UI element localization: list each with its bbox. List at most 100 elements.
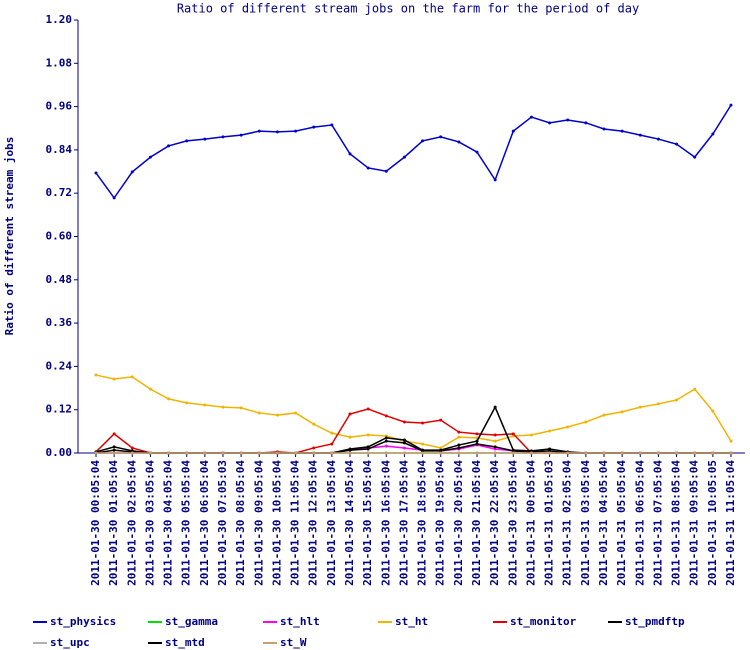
- y-tick-label: 0.96: [46, 100, 73, 113]
- data-point: [148, 387, 152, 391]
- data-point: [584, 420, 588, 424]
- data-point: [112, 377, 116, 381]
- data-point: [330, 123, 334, 127]
- data-point: [638, 133, 642, 137]
- data-point: [402, 420, 406, 424]
- x-tick-label: 2011-01-30 18:05:04: [416, 460, 429, 586]
- data-point: [275, 451, 279, 455]
- data-point: [620, 129, 624, 133]
- x-tick-label: 2011-01-30 01:05:04: [107, 460, 120, 586]
- y-tick-label: 0.12: [46, 403, 73, 416]
- data-point: [185, 139, 189, 143]
- data-point: [439, 446, 443, 450]
- x-tick-label: 2011-01-30 21:05:04: [470, 460, 483, 586]
- x-tick-label: 2011-01-30 06:05:04: [198, 460, 211, 586]
- data-point: [421, 449, 425, 453]
- data-point: [584, 451, 588, 455]
- data-point: [620, 451, 624, 455]
- data-point: [94, 373, 98, 377]
- x-tick-label: 2011-01-30 09:05:04: [252, 460, 265, 586]
- x-tick-label: 2011-01-30 17:05:04: [397, 460, 410, 586]
- x-tick-label: 2011-01-30 22:05:04: [488, 460, 501, 586]
- data-point: [312, 125, 316, 129]
- data-point: [493, 451, 497, 455]
- data-point: [148, 155, 152, 159]
- y-tick-label: 1.08: [46, 56, 73, 69]
- data-point: [493, 405, 497, 409]
- data-point: [439, 451, 443, 455]
- data-point: [511, 451, 515, 455]
- data-point: [348, 448, 352, 452]
- x-tick-label: 2011-01-31 10:05:05: [706, 460, 719, 586]
- data-point: [675, 398, 679, 402]
- data-point: [384, 444, 388, 448]
- data-point: [511, 449, 515, 453]
- x-tick-label: 2011-01-30 23:05:04: [506, 460, 519, 586]
- data-point: [185, 451, 189, 455]
- data-point: [457, 140, 461, 144]
- x-tick-label: 2011-01-30 16:05:04: [379, 460, 392, 586]
- data-point: [348, 152, 352, 156]
- data-point: [330, 442, 334, 446]
- data-point: [366, 447, 370, 451]
- data-point: [693, 451, 697, 455]
- y-tick-label: 0.72: [46, 186, 73, 199]
- data-point: [330, 451, 334, 455]
- data-point: [239, 133, 243, 137]
- x-tick-label: 2011-01-31 11:05:04: [724, 460, 737, 586]
- data-point: [638, 451, 642, 455]
- data-point: [312, 451, 316, 455]
- data-point: [584, 121, 588, 125]
- data-point: [602, 413, 606, 417]
- data-point: [384, 451, 388, 455]
- data-point: [729, 439, 733, 443]
- x-tick-label: 2011-01-30 05:05:04: [180, 460, 193, 586]
- data-point: [294, 411, 298, 415]
- y-tick-label: 1.20: [46, 13, 73, 26]
- data-point: [529, 115, 533, 119]
- x-tick-label: 2011-01-30 14:05:04: [343, 460, 356, 586]
- data-point: [566, 451, 570, 455]
- data-point: [130, 451, 134, 455]
- legend-label: st_physics: [50, 615, 116, 628]
- data-point: [167, 451, 171, 455]
- data-point: [275, 413, 279, 417]
- data-point: [402, 451, 406, 455]
- data-point: [203, 137, 207, 141]
- data-point: [421, 451, 425, 455]
- data-point: [675, 451, 679, 455]
- data-point: [366, 433, 370, 437]
- legend-label: st_pmdftp: [625, 615, 685, 628]
- data-point: [384, 439, 388, 443]
- x-tick-label: 2011-01-31 03:05:04: [579, 460, 592, 586]
- data-point: [384, 436, 388, 440]
- data-point: [475, 439, 479, 443]
- data-point: [112, 196, 116, 200]
- data-point: [402, 446, 406, 450]
- x-tick-label: 2011-01-30 02:05:04: [125, 460, 138, 586]
- legend-label: st_hlt: [280, 615, 320, 628]
- data-point: [402, 438, 406, 442]
- data-point: [493, 445, 497, 449]
- data-point: [602, 451, 606, 455]
- data-point: [548, 429, 552, 433]
- x-tick-label: 2011-01-31 05:05:04: [615, 460, 628, 586]
- data-point: [602, 127, 606, 131]
- y-tick-label: 0.60: [46, 230, 73, 243]
- x-tick-label: 2011-01-31 08:05:04: [670, 460, 683, 586]
- data-point: [529, 433, 533, 437]
- data-point: [348, 451, 352, 455]
- series-line: [95, 104, 732, 200]
- data-point: [548, 451, 552, 455]
- data-point: [167, 397, 171, 401]
- data-point: [130, 446, 134, 450]
- data-point: [638, 405, 642, 409]
- data-point: [656, 451, 660, 455]
- data-point: [457, 443, 461, 447]
- data-point: [402, 155, 406, 159]
- data-point: [493, 439, 497, 443]
- data-point: [112, 451, 116, 455]
- data-point: [711, 451, 715, 455]
